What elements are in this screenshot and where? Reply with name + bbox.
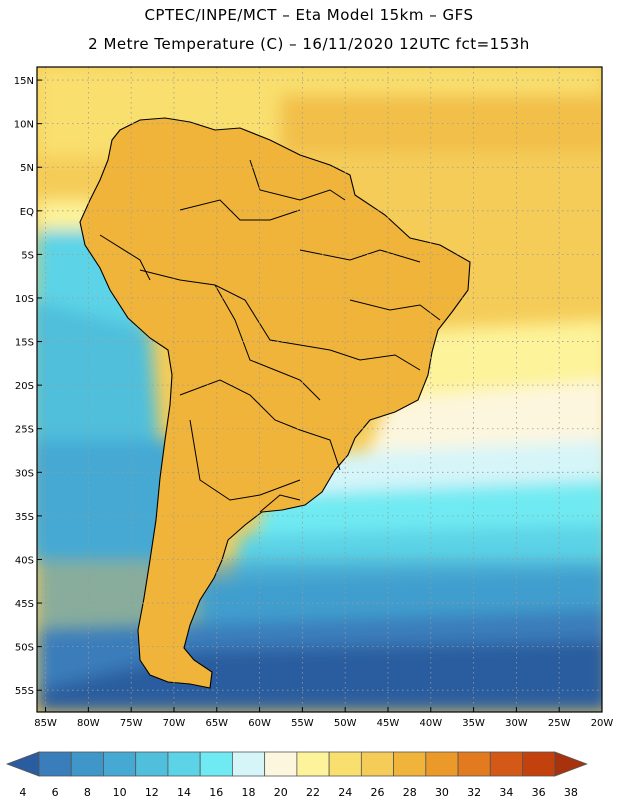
colorbar-label: 28 — [403, 786, 417, 799]
country-borders — [79, 117, 471, 689]
lat-label: 30S — [15, 468, 34, 479]
colorbar-label: 38 — [564, 786, 578, 799]
colorbar-swatch — [360, 751, 394, 777]
colorbar-label: 12 — [145, 786, 159, 799]
colorbar-swatch — [264, 751, 298, 777]
colorbar-swatch — [328, 751, 362, 777]
colorbar-right-arrow — [554, 751, 588, 777]
lat-label: 40S — [15, 555, 34, 566]
colorbar-swatch — [135, 751, 169, 777]
colorbar-left-arrow — [5, 751, 40, 777]
colorbar-label: 36 — [532, 786, 546, 799]
title-line-2: 2 Metre Temperature (C) – 16/11/2020 12U… — [88, 35, 530, 53]
colorbar-swatch — [38, 751, 72, 777]
colorbar-swatch — [296, 751, 330, 777]
colorbar-label: 4 — [19, 786, 26, 799]
colorbar-label: 26 — [370, 786, 384, 799]
lon-label: 80W — [77, 718, 100, 729]
latitude-ticks — [37, 79, 42, 691]
lon-label: 55W — [291, 718, 314, 729]
colorbar-swatch — [199, 751, 233, 777]
lat-label: 25S — [15, 425, 34, 436]
lon-label: 35W — [462, 718, 485, 729]
lon-label: 50W — [334, 718, 357, 729]
colorbar: 4 6 8 10 12 14 16 18 20 22 24 26 28 30 32 34 36 38 — [5, 751, 588, 799]
colorbar-swatch — [425, 751, 459, 777]
title-line-1: CPTEC/INPE/MCT – Eta Model 15km – GFS — [144, 6, 474, 24]
lon-label: 75W — [120, 718, 143, 729]
lon-label: 70W — [163, 718, 186, 729]
colorbar-label: 10 — [113, 786, 127, 799]
longitude-ticks — [45, 707, 603, 712]
lon-label: 65W — [205, 718, 228, 729]
longitude-labels: 85W 80W 75W 70W 65W 60W 55W 50W 45W 40W 35W 30W 25W 2… — [34, 718, 613, 729]
colorbar-swatch — [489, 751, 523, 777]
lat-label: 55S — [15, 686, 34, 697]
colorbar-label: 6 — [52, 786, 59, 799]
ocean-gradient — [37, 67, 602, 712]
colorbar-label: 32 — [467, 786, 481, 799]
colorbar-swatch — [393, 751, 427, 777]
colorbar-swatch — [232, 751, 266, 777]
lat-label: 50S — [15, 643, 34, 654]
lat-label: 10N — [14, 120, 34, 131]
colorbar-swatch — [70, 751, 104, 777]
latitude-labels: 15N 10N 5N EQ 5S 10S 15S 20S 25S 30S 35S 40S 45S 50S 5… — [14, 76, 34, 697]
lat-label: 35S — [15, 512, 34, 523]
lat-label: 15S — [15, 338, 34, 349]
colorbar-label: 30 — [435, 786, 449, 799]
lat-label: 20S — [15, 381, 34, 392]
colorbar-swatch — [457, 751, 491, 777]
colorbar-label: 34 — [499, 786, 513, 799]
colorbar-swatch — [167, 751, 201, 777]
lon-label: 60W — [248, 718, 271, 729]
colorbar-swatch — [103, 751, 137, 777]
colorbar-label: 22 — [306, 786, 320, 799]
colorbar-label: 14 — [177, 786, 191, 799]
colorbar-label: 24 — [338, 786, 352, 799]
lon-label: 40W — [419, 718, 442, 729]
lon-label: 30W — [505, 718, 528, 729]
colorbar-swatch — [522, 751, 556, 777]
lat-label: 15N — [14, 76, 34, 87]
lat-label: 10S — [15, 294, 34, 305]
lon-label: 20W — [591, 718, 614, 729]
map-frame — [36, 66, 603, 713]
lat-label: 45S — [15, 599, 34, 610]
colorbar-label: 8 — [84, 786, 91, 799]
colorbar-label: 20 — [274, 786, 288, 799]
lat-label: 5S — [21, 250, 34, 261]
map-field — [37, 67, 602, 712]
colorbar-label: 16 — [209, 786, 223, 799]
lon-label: 25W — [548, 718, 571, 729]
lon-label: 45W — [377, 718, 400, 729]
lon-label: 85W — [34, 718, 57, 729]
lat-label: EQ — [20, 207, 34, 218]
lat-label: 5N — [20, 163, 34, 174]
graticule — [37, 67, 602, 712]
colorbar-label: 18 — [242, 786, 256, 799]
